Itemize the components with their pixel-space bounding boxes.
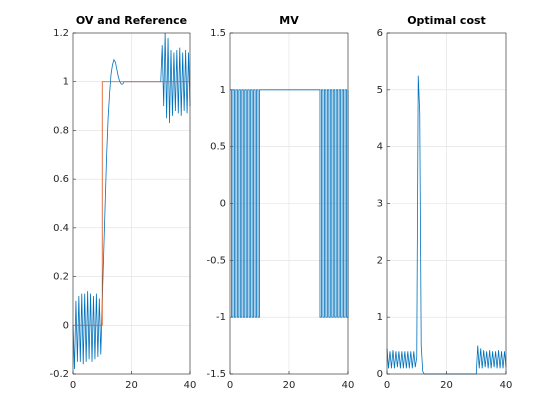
y-tick-label: 6 bbox=[377, 28, 383, 39]
chart-title: MV bbox=[279, 14, 299, 27]
y-tick-label: -1.5 bbox=[206, 369, 226, 380]
x-tick-label: 20 bbox=[125, 380, 138, 391]
data-line bbox=[73, 81, 190, 326]
axes-box bbox=[72, 32, 191, 375]
y-tick-label: 1.2 bbox=[53, 28, 69, 39]
axes-box bbox=[229, 32, 349, 375]
chart-title: OV and Reference bbox=[76, 14, 187, 27]
y-tick-label: 5 bbox=[377, 85, 383, 96]
x-tick-label: 40 bbox=[184, 380, 197, 391]
x-tick-label: 40 bbox=[500, 380, 513, 391]
y-tick-label: 3 bbox=[377, 199, 383, 210]
y-tick-label: 0.5 bbox=[210, 142, 226, 153]
x-tick-label: 20 bbox=[283, 380, 296, 391]
x-tick-label: 0 bbox=[70, 380, 76, 391]
y-tick-label: 1 bbox=[63, 77, 69, 88]
x-tick-label: 20 bbox=[440, 380, 453, 391]
y-tick-label: -1 bbox=[216, 312, 226, 323]
y-tick-label: 1 bbox=[220, 85, 226, 96]
chart-title: Optimal cost bbox=[407, 14, 486, 27]
y-tick-label: 0 bbox=[220, 199, 226, 210]
y-tick-label: 0 bbox=[63, 320, 69, 331]
x-tick-label: 40 bbox=[342, 380, 355, 391]
y-tick-label: 0.4 bbox=[53, 223, 69, 234]
y-tick-label: 0.8 bbox=[53, 125, 69, 136]
y-tick-label: 0.6 bbox=[53, 174, 69, 185]
y-tick-label: 2 bbox=[377, 255, 383, 266]
y-tick-label: 0 bbox=[377, 369, 383, 380]
x-tick-label: 0 bbox=[227, 380, 233, 391]
y-tick-label: 0.2 bbox=[53, 272, 69, 283]
y-tick-label: 1 bbox=[377, 312, 383, 323]
x-tick-label: 0 bbox=[384, 380, 390, 391]
y-tick-label: -0.2 bbox=[49, 369, 69, 380]
y-tick-label: 1.5 bbox=[210, 28, 226, 39]
axes-box bbox=[386, 32, 507, 375]
y-tick-label: -0.5 bbox=[206, 255, 226, 266]
data-line bbox=[230, 89, 349, 318]
y-tick-label: 4 bbox=[377, 142, 383, 153]
